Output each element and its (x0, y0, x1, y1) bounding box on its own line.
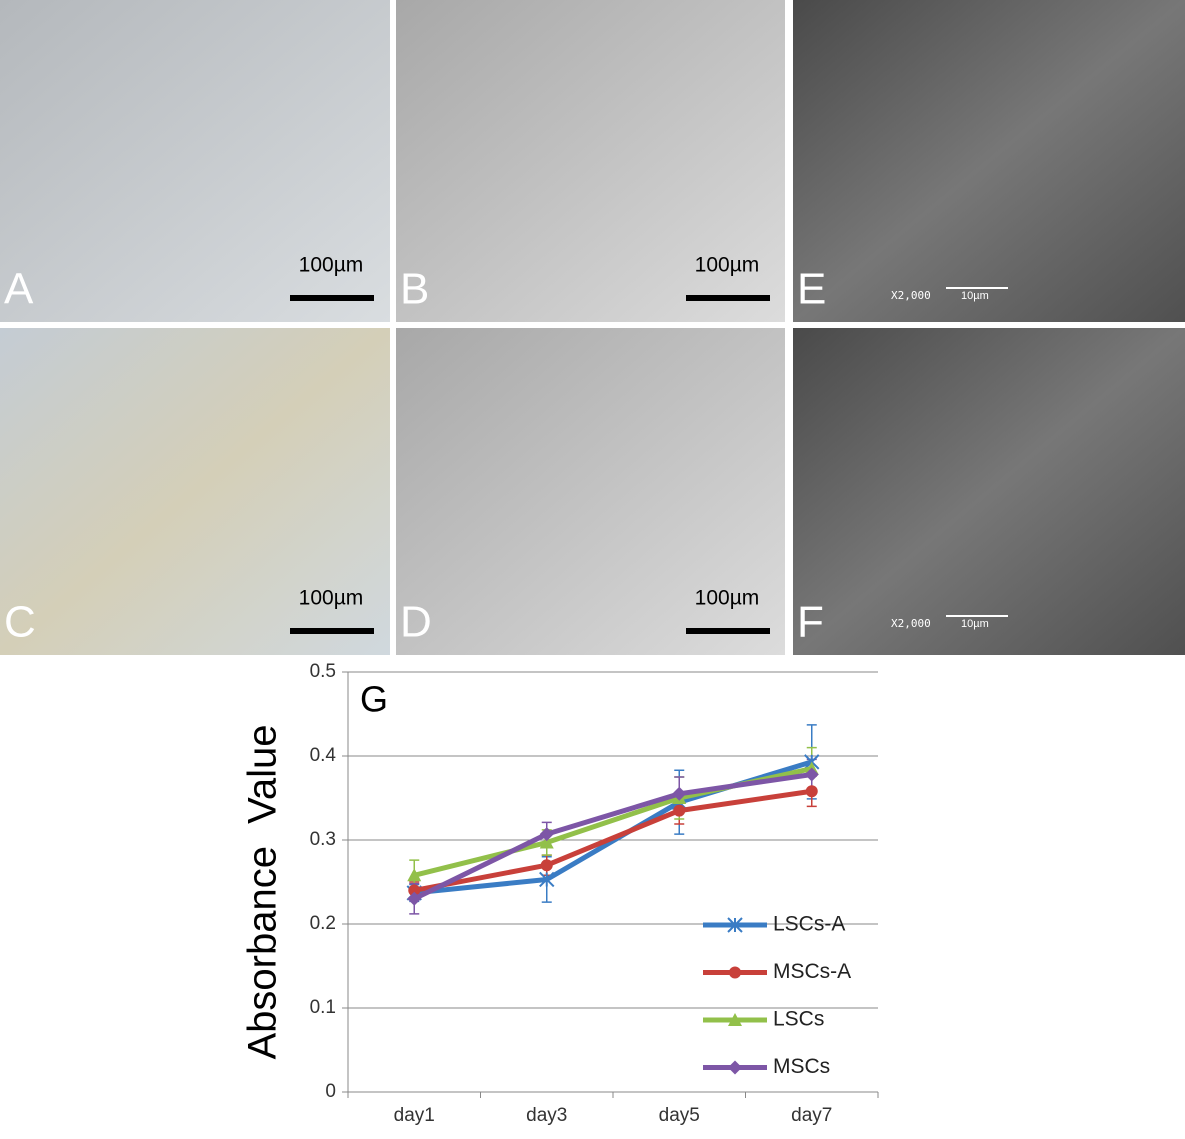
micrograph (396, 328, 785, 655)
micrograph (793, 328, 1185, 655)
marker (407, 868, 422, 882)
y-tick-label: 0.2 (310, 913, 336, 934)
x-tick-label: day1 (394, 1105, 435, 1126)
marker (804, 767, 819, 782)
scale-text: 10µm (961, 618, 989, 630)
series-line (413, 772, 813, 902)
x-tick-label: day5 (659, 1105, 700, 1126)
scale-text: 100µm (695, 254, 760, 277)
marker (672, 786, 687, 801)
y-tick-label: 0.5 (310, 661, 336, 682)
marker (407, 891, 422, 906)
panel-label: F (797, 598, 824, 647)
y-tick-label: 0.3 (310, 829, 336, 850)
marker (728, 1060, 742, 1075)
micrograph (793, 0, 1185, 322)
legend-label: LSCs-A (773, 913, 845, 936)
panel-label: A (4, 265, 34, 314)
marker (728, 1013, 742, 1026)
marker (539, 827, 554, 842)
scale-text: 100µm (299, 587, 364, 610)
panel-label: E (797, 265, 826, 314)
micrograph (0, 328, 390, 655)
magnification: X2,000 (891, 617, 931, 630)
panel-label: C (4, 598, 36, 647)
legend-label: MSCs-A (773, 960, 851, 983)
x-tick-label: day7 (791, 1105, 832, 1126)
y-axis-title: Absorbance Value (241, 724, 285, 1059)
legend-label: MSCs (773, 1055, 830, 1078)
scale-text: 10µm (961, 290, 989, 302)
panel-label: B (400, 265, 429, 314)
y-tick-label: 0.4 (310, 745, 337, 766)
marker (673, 804, 686, 817)
series-line (413, 788, 813, 893)
marker (805, 785, 818, 798)
y-tick-label: 0 (325, 1081, 336, 1102)
marker (539, 871, 555, 888)
micrograph (0, 0, 390, 322)
micrograph (396, 0, 785, 322)
x-tick-label: day3 (526, 1105, 567, 1126)
magnification: X2,000 (891, 289, 931, 302)
scale-text: 100µm (695, 587, 760, 610)
marker (540, 859, 553, 872)
legend-label: LSCs (773, 1008, 824, 1031)
panel-label: G (360, 679, 388, 720)
marker (539, 835, 554, 849)
y-tick-label: 0.1 (310, 997, 336, 1018)
marker (727, 917, 743, 933)
marker (408, 884, 421, 897)
scale-text: 100µm (299, 254, 364, 277)
marker (729, 966, 741, 979)
panel-label: D (400, 598, 432, 647)
